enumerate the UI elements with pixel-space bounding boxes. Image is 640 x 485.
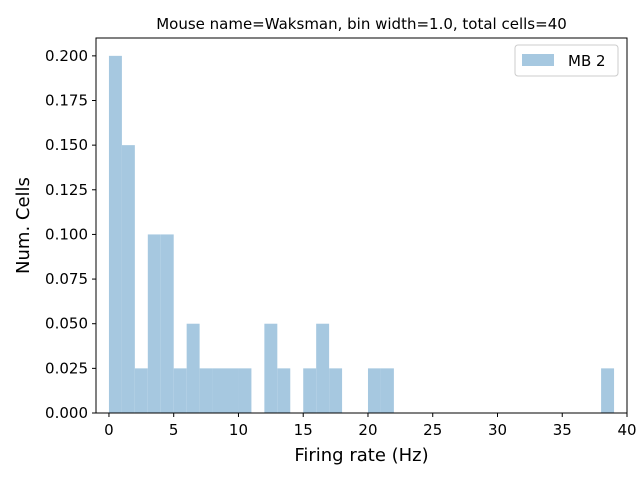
- histogram-bar: [186, 323, 200, 413]
- histogram-bar: [264, 323, 278, 413]
- y-tick-label: 0.200: [45, 47, 88, 65]
- legend: MB 2: [514, 44, 619, 77]
- histogram-bar: [173, 368, 187, 413]
- histogram-bar: [199, 368, 213, 413]
- histogram-bar: [108, 55, 122, 413]
- histogram-bar: [277, 368, 291, 413]
- x-tick-label: 5: [169, 421, 179, 439]
- x-tick-label: 20: [358, 421, 377, 439]
- chart-title: Mouse name=Waksman, bin width=1.0, total…: [156, 15, 567, 33]
- histogram-bar: [601, 368, 615, 413]
- x-axis-ticks: 0 5 10 15 20 25 30 35 40: [104, 413, 637, 439]
- histogram-bars: [108, 55, 615, 413]
- y-tick-label: 0.175: [45, 92, 88, 110]
- histogram-bar: [134, 368, 148, 413]
- histogram-bar: [329, 368, 343, 413]
- x-tick-label: 15: [294, 421, 313, 439]
- axes-frame: [95, 37, 628, 414]
- histogram-bar: [212, 368, 226, 413]
- legend-box: [514, 44, 619, 77]
- y-tick-label: 0.125: [45, 181, 88, 199]
- histogram-bar: [121, 145, 135, 413]
- y-axis-label: Num. Cells: [13, 177, 34, 274]
- histogram-bar: [147, 234, 161, 413]
- x-tick-label: 35: [553, 421, 572, 439]
- x-tick-label: 10: [229, 421, 248, 439]
- histogram-bar: [238, 368, 252, 413]
- y-axis-ticks: 0.000 0.025 0.050 0.075 0.100 0.125 0.150 0.175…: [45, 47, 96, 422]
- y-tick-label: 0.075: [45, 270, 88, 288]
- histogram-bar: [316, 323, 330, 413]
- x-axis-label: Firing rate (Hz): [294, 445, 428, 466]
- legend-swatch: [522, 54, 554, 66]
- histogram-bar: [303, 368, 317, 413]
- legend-label-mb-2: MB 2: [568, 52, 606, 70]
- x-tick-label: 25: [423, 421, 442, 439]
- y-tick-label: 0.050: [45, 315, 88, 333]
- histogram-bar: [225, 368, 239, 413]
- y-tick-label: 0.025: [45, 359, 88, 377]
- histogram-bar: [160, 234, 174, 413]
- histogram-bar: [380, 368, 394, 413]
- x-tick-label: 40: [617, 421, 636, 439]
- x-tick-label: 0: [104, 421, 114, 439]
- y-tick-label: 0.000: [45, 404, 88, 422]
- x-tick-label: 30: [488, 421, 507, 439]
- histogram-bar: [367, 368, 381, 413]
- y-tick-label: 0.100: [45, 225, 88, 243]
- y-tick-label: 0.150: [45, 136, 88, 154]
